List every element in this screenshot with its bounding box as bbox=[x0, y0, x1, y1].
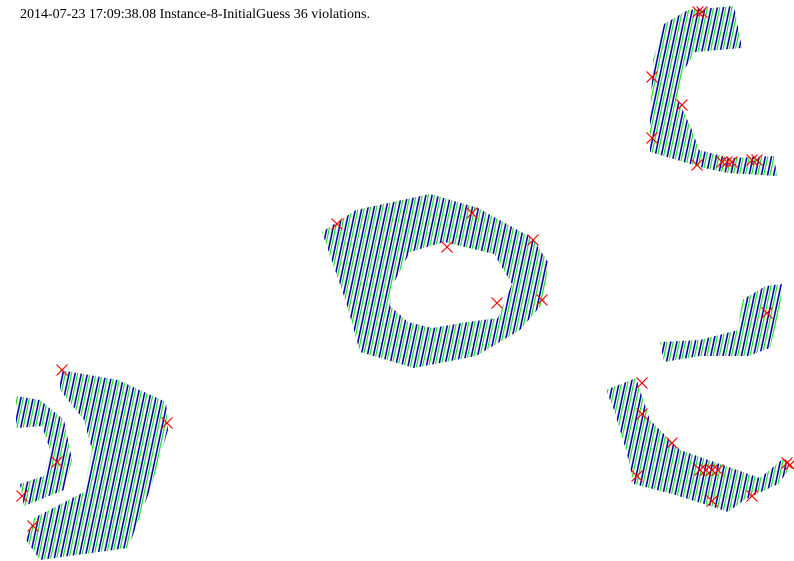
red-x-icon bbox=[636, 408, 648, 420]
red-x-icon bbox=[56, 364, 68, 376]
red-x-icon bbox=[636, 377, 648, 389]
region-bottom-left-tail bbox=[16, 396, 72, 506]
red-x-icon bbox=[751, 154, 763, 166]
red-x-icon bbox=[746, 490, 758, 502]
red-x-icon bbox=[646, 71, 658, 83]
red-x-icon bbox=[16, 490, 28, 502]
region-bottom-right-upper bbox=[660, 284, 782, 362]
red-x-icon bbox=[676, 99, 688, 111]
red-x-icon bbox=[781, 457, 793, 469]
red-x-icon bbox=[527, 234, 539, 246]
region-top-right bbox=[650, 6, 777, 176]
region-center-ring bbox=[322, 194, 548, 368]
red-x-icon bbox=[646, 132, 658, 144]
red-x-icon bbox=[631, 470, 643, 482]
red-x-icon bbox=[712, 464, 724, 476]
violation-markers-group bbox=[16, 6, 794, 532]
red-x-icon bbox=[726, 156, 738, 168]
red-x-icon bbox=[761, 307, 773, 319]
red-x-icon bbox=[536, 294, 548, 306]
region-bottom-left bbox=[26, 370, 168, 560]
red-x-icon bbox=[51, 456, 63, 468]
red-x-icon bbox=[491, 297, 503, 309]
red-x-icon bbox=[746, 154, 758, 166]
region-bottom-right-lower bbox=[606, 378, 792, 512]
red-x-icon bbox=[716, 156, 728, 168]
red-x-icon bbox=[706, 495, 718, 507]
red-x-icon bbox=[666, 437, 678, 449]
red-x-icon bbox=[161, 417, 173, 429]
red-x-icon bbox=[694, 464, 706, 476]
header-title: 2014-07-23 17:09:38.08 Instance-8-Initia… bbox=[20, 7, 370, 22]
red-x-icon bbox=[692, 6, 704, 18]
red-x-icon bbox=[466, 207, 478, 219]
red-x-icon bbox=[696, 6, 708, 18]
red-x-icon bbox=[691, 159, 703, 171]
red-x-icon bbox=[706, 464, 718, 476]
red-x-icon bbox=[331, 218, 343, 230]
red-x-icon bbox=[700, 464, 712, 476]
red-x-icon bbox=[441, 241, 453, 253]
red-x-icon bbox=[721, 156, 733, 168]
red-x-icon bbox=[27, 520, 39, 532]
